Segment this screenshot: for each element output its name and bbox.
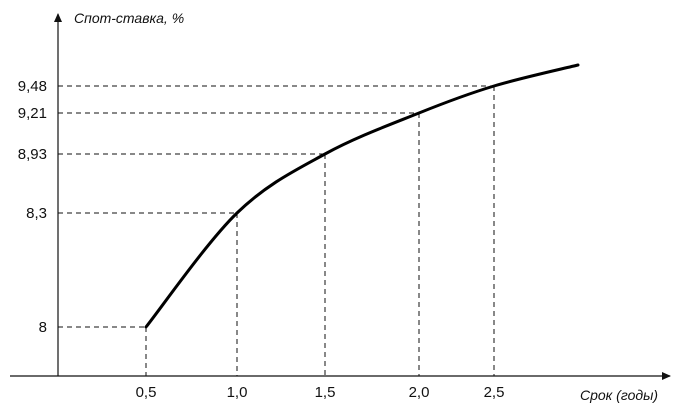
- x-tick-label-1-5: 1,5: [315, 384, 336, 401]
- series-group: [144, 63, 580, 329]
- y-tick-label-8: 8: [39, 319, 47, 336]
- y-tick-label-9-48: 9,48: [18, 78, 47, 95]
- y-tick-label-9-21: 9,21: [18, 105, 47, 122]
- x-tick-label-2-5: 2,5: [484, 384, 505, 401]
- y-tick-label-8-93: 8,93: [18, 146, 47, 163]
- y-axis-title: Спот-ставка, %: [74, 10, 184, 26]
- x-tick-label-1-0: 1,0: [227, 384, 248, 401]
- y-tick-label-8-3: 8,3: [26, 205, 47, 222]
- x-tick-labels: 0,5 1,0 1,5 2,0 2,5: [136, 384, 505, 401]
- x-tick-label-0-5: 0,5: [136, 384, 157, 401]
- x-axis-title: Срок (годы): [580, 387, 658, 403]
- x-tick-label-2-0: 2,0: [409, 384, 430, 401]
- guide-lines: [58, 85, 495, 376]
- spot-rate-curve: [144, 63, 580, 329]
- y-tick-labels: 8 8,3 8,93 9,21 9,48: [18, 78, 47, 336]
